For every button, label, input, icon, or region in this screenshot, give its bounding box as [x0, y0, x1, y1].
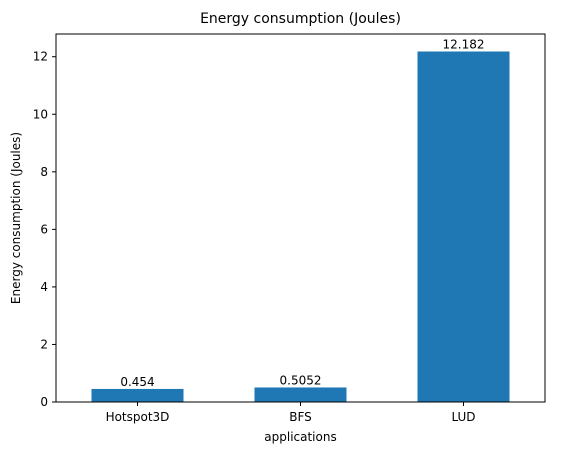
bar-value-label: 0.5052 — [280, 373, 322, 387]
x-axis-label: applications — [264, 430, 336, 444]
x-tick-label: BFS — [289, 410, 312, 424]
y-tick-label: 10 — [33, 107, 48, 121]
y-tick-label: 4 — [40, 280, 48, 294]
x-tick-label: Hotspot3D — [106, 410, 170, 424]
y-tick-label: 8 — [40, 165, 48, 179]
bar — [254, 387, 347, 402]
chart-title: Energy consumption (Joules) — [200, 11, 401, 27]
y-tick-label: 12 — [33, 50, 48, 64]
plot-frame — [55, 33, 546, 403]
bar-value-label: 0.454 — [120, 375, 154, 389]
bar-value-label: 12.182 — [443, 37, 485, 51]
x-tick-label: LUD — [451, 410, 475, 424]
y-tick-label: 6 — [40, 222, 48, 236]
plot-area: 0 2 4 6 8 10 12 0.454 Hotspot3D 0.5052 BFS 12.182 LU… — [33, 37, 510, 424]
bar — [417, 51, 510, 403]
bar — [91, 388, 184, 402]
y-tick-label: 2 — [40, 337, 48, 351]
y-axis-label: Energy consumption (Joules) — [9, 132, 23, 304]
y-tick-label: 0 — [40, 395, 48, 409]
